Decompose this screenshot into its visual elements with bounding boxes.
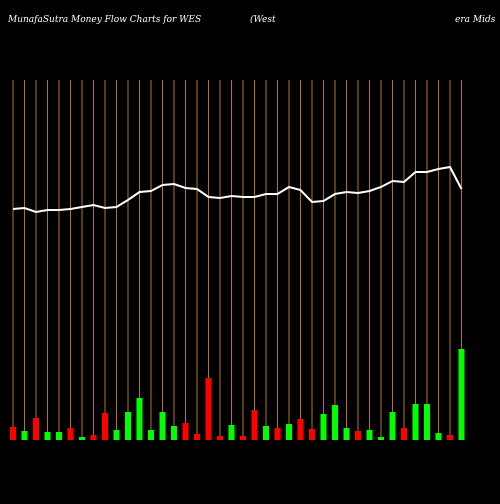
bar <box>458 349 465 440</box>
bar <box>159 412 166 440</box>
bar <box>263 426 269 440</box>
chart-title: MunafaSutra Money Flow Charts for WES <box>7 15 201 25</box>
bar <box>113 430 120 440</box>
bar <box>240 436 246 440</box>
bar <box>125 412 131 440</box>
bar <box>447 435 453 440</box>
bar <box>343 428 350 440</box>
bar <box>148 430 154 440</box>
bar <box>355 431 361 440</box>
bar <box>286 424 292 440</box>
bar <box>102 413 108 440</box>
bar <box>194 434 200 440</box>
chart-subtitle: era Mids <box>455 15 496 25</box>
bar <box>389 412 396 440</box>
bar <box>297 419 304 440</box>
chart-subtitle: (West <box>250 14 276 25</box>
bar <box>136 398 143 440</box>
bar <box>332 405 338 440</box>
bar <box>251 410 258 440</box>
bar <box>412 404 419 440</box>
bar <box>205 378 212 440</box>
bar <box>56 432 62 440</box>
bar <box>33 418 39 440</box>
bar <box>21 431 28 440</box>
bar <box>309 429 315 440</box>
bar <box>171 426 177 440</box>
bar <box>90 435 97 440</box>
bar <box>228 425 235 440</box>
bar <box>274 428 281 440</box>
bar <box>378 437 384 440</box>
bar <box>320 414 327 440</box>
bar <box>401 428 407 440</box>
bar <box>44 432 51 440</box>
bar <box>67 428 74 440</box>
bar <box>182 423 189 440</box>
bar <box>217 436 223 440</box>
bar <box>366 430 373 440</box>
price-line <box>12 165 463 214</box>
bar <box>424 404 430 440</box>
bar <box>435 433 442 440</box>
bar <box>10 427 16 440</box>
bar <box>79 437 85 440</box>
